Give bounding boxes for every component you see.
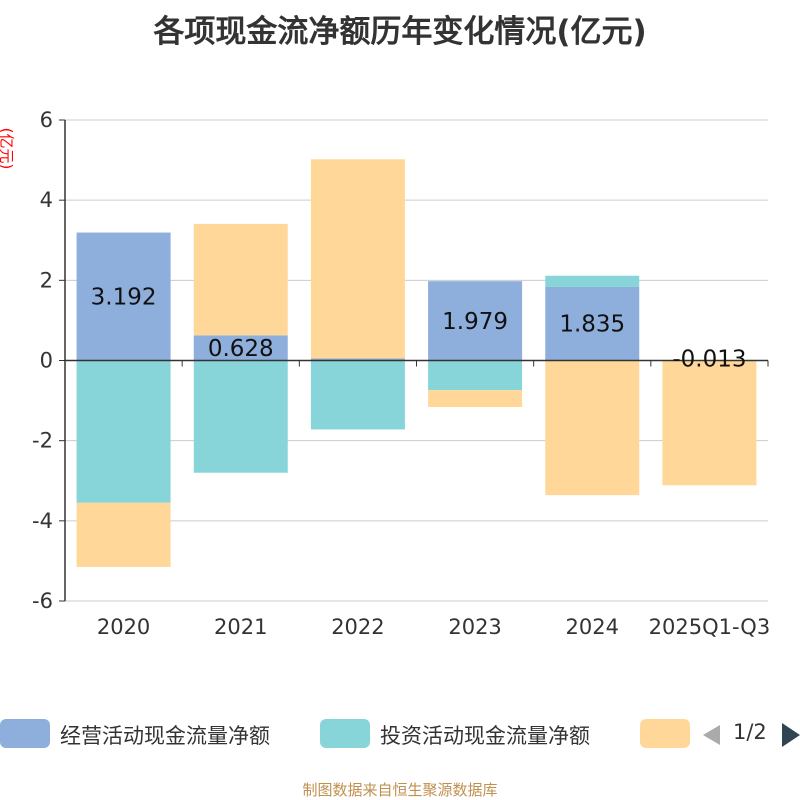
- bars: [76, 159, 757, 567]
- chart-title: 各项现金流净额历年变化情况(亿元): [153, 14, 647, 50]
- data-labels: 3.192 0.628 1.979 1.835 -0.013: [91, 285, 747, 373]
- bar-0-2021: [193, 335, 288, 361]
- data-label: 1.979: [442, 309, 508, 335]
- y-tick-label: -2: [32, 429, 53, 453]
- legend: 经营活动现金流量净额 投资活动现金流量净额 1/2: [0, 716, 800, 752]
- bar-1-2021: [193, 360, 288, 473]
- bar-2-2023: [428, 390, 523, 407]
- axes: 6 4 2 0 -2 -4 -6 2020 2021 2022 2023 2024 2025Q1-Q3: [32, 108, 770, 639]
- bar-0-2023: [428, 281, 523, 361]
- legend-next-page-icon[interactable]: [782, 723, 800, 747]
- legend-swatch-operating[interactable]: [0, 719, 50, 748]
- y-tick-label: -4: [32, 509, 53, 533]
- bar-2-2024: [545, 360, 640, 496]
- bar-1-2024: [545, 275, 640, 287]
- y-tick-label: 2: [40, 268, 53, 292]
- x-tick-label: 2023: [448, 615, 501, 639]
- bar-1-2020: [76, 360, 171, 503]
- bar-1-2023: [428, 360, 523, 391]
- bar-0-2024: [545, 286, 640, 361]
- data-label: 3.192: [91, 285, 157, 311]
- legend-prev-page-icon[interactable]: [703, 725, 720, 745]
- data-label: 0.628: [208, 336, 274, 362]
- x-tick-label: 2020: [97, 615, 150, 639]
- y-axis-label: (亿元): [0, 127, 16, 170]
- x-tick-label: 2021: [214, 615, 267, 639]
- x-tick-label: 2025Q1-Q3: [649, 615, 771, 639]
- legend-label-operating[interactable]: 经营活动现金流量净额: [60, 724, 270, 748]
- bar-2-2021: [193, 223, 288, 336]
- legend-page-indicator: 1/2: [733, 720, 767, 744]
- bar-1-2022: [310, 360, 405, 430]
- bar-2-2025Q1-Q3: [662, 361, 757, 486]
- grid-lines: [65, 119, 768, 602]
- legend-swatch-financing[interactable]: [640, 719, 690, 748]
- legend-swatch-investing[interactable]: [320, 719, 370, 748]
- bar-2-2022: [310, 159, 405, 359]
- y-tick-label: 4: [40, 188, 53, 212]
- y-tick-label: -6: [32, 589, 53, 613]
- bar-2-2020: [76, 502, 171, 567]
- data-label: 1.835: [559, 312, 625, 338]
- data-source-note: 制图数据来自恒生聚源数据库: [302, 781, 498, 799]
- x-tick-label: 2024: [566, 615, 619, 639]
- bar-0-2020: [76, 232, 171, 361]
- x-tick-label: 2022: [331, 615, 384, 639]
- legend-label-investing[interactable]: 投资活动现金流量净额: [380, 724, 590, 748]
- data-label: -0.013: [672, 347, 746, 373]
- y-tick-label: 6: [40, 108, 53, 132]
- y-tick-label: 0: [40, 349, 53, 373]
- bar-0-2022: [310, 358, 405, 361]
